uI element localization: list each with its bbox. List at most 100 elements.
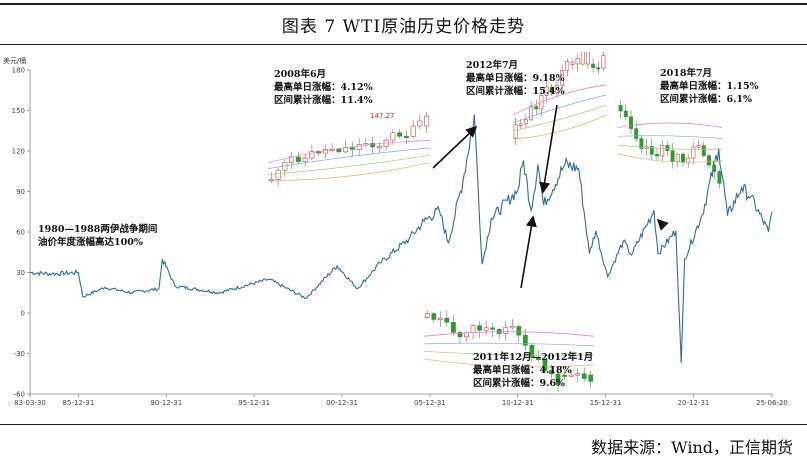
- moving-average-line: [512, 94, 607, 124]
- candle-body: [490, 327, 496, 330]
- candle-body: [483, 327, 489, 331]
- candle-body: [295, 156, 301, 162]
- arrow-2018: [656, 218, 669, 231]
- x-tick-label: 25-06-20: [756, 399, 788, 407]
- x-tick-label: 10-12-31: [502, 399, 534, 407]
- y-tick-label: -60: [14, 391, 25, 399]
- x-tick-label: 00-12-31: [326, 399, 358, 407]
- candle-body: [570, 62, 575, 65]
- candle-body: [601, 55, 606, 69]
- candle-body: [544, 86, 549, 96]
- x-tick-label: 05-12-31: [414, 399, 446, 407]
- inset-2018: [617, 100, 723, 189]
- candle-body: [542, 359, 548, 371]
- price-line: [29, 114, 773, 363]
- candle-body: [336, 148, 342, 153]
- candle-body: [675, 153, 680, 162]
- annotation-line: 1980—1988两伊战争期间: [38, 223, 157, 235]
- candle-body: [302, 157, 308, 162]
- candle-body: [534, 106, 539, 110]
- annotation-line: 最高单日涨幅：4.12%: [274, 81, 373, 93]
- moving-average-line: [267, 154, 431, 175]
- candle-body: [549, 370, 554, 375]
- annotation-line: 区间累计涨幅：9.6%: [473, 377, 565, 389]
- candle-body: [575, 58, 580, 65]
- annotation-line: 2011年12月—2012年1月: [473, 351, 593, 363]
- candle-body: [410, 125, 416, 137]
- candle-body: [424, 115, 430, 127]
- candle-body: [309, 151, 315, 159]
- y-tick-label: -30: [14, 350, 25, 358]
- candle-body: [629, 116, 633, 129]
- annotation-line: 区间累计涨幅：15.4%: [466, 85, 565, 97]
- candle-body: [712, 164, 717, 172]
- annotation-line: 最高单日涨幅：1.15%: [660, 80, 759, 92]
- arrow-2011-2012: [520, 215, 537, 289]
- candle-body: [670, 150, 675, 162]
- candle-body: [516, 326, 522, 336]
- annotation-line: 区间累计涨幅：6.1%: [660, 93, 752, 105]
- y-tick-label: 90: [16, 188, 25, 196]
- candle-body: [444, 317, 450, 323]
- moving-average-line: [512, 104, 607, 132]
- candle-body: [431, 313, 437, 320]
- arrows: [432, 104, 669, 289]
- candle-body: [503, 326, 509, 334]
- source-note: 数据来源：Wind，正信期货: [591, 438, 793, 457]
- candle-body: [580, 52, 585, 65]
- candle-body: [618, 105, 623, 112]
- figure-title: 图表 7 WTI原油历史价格走势: [281, 17, 526, 37]
- candle-body: [349, 147, 355, 150]
- candle-body: [529, 106, 534, 121]
- inset-2008: [267, 111, 431, 186]
- annotation-line: 2008年6月: [274, 68, 326, 80]
- moving-average-line: [617, 122, 723, 128]
- moving-average-line: [267, 147, 431, 169]
- candle-body: [634, 128, 639, 139]
- candle-body: [717, 171, 722, 184]
- x-tick-label: 95-12-31: [238, 399, 270, 407]
- arrow-2008: [432, 125, 478, 169]
- inset-2011-2012: [423, 310, 595, 392]
- candle-body: [568, 374, 574, 377]
- moving-average-line: [423, 342, 595, 347]
- x-tick-label: 20-12-31: [678, 399, 710, 407]
- x-tick-label: 15-12-31: [590, 399, 622, 407]
- x-axis: 83-03-30 85-12-31 90-12-31 95-12-31 00-12-31…: [14, 393, 788, 407]
- annotation-line: 2018年7月: [660, 67, 712, 79]
- candle-body: [686, 157, 691, 163]
- arrow-2012-07: [538, 104, 558, 194]
- moving-average-line: [423, 358, 595, 368]
- moving-average-line: [423, 351, 595, 356]
- moving-average-line: [423, 331, 595, 337]
- y-tick-label: 60: [16, 229, 25, 237]
- candle-body: [513, 124, 518, 139]
- wti-price-chart: 美元/桶 -60 -30 0 30 60 90 120 150 180 83-03-30 85-12…: [3, 52, 788, 407]
- annotation-line: 2012年7月: [466, 59, 518, 71]
- x-tick-label: 83-03-30: [14, 399, 46, 407]
- candle-body: [376, 146, 382, 149]
- candle-body: [343, 147, 349, 153]
- candle-body: [518, 123, 523, 126]
- candlestick-insets: [267, 52, 723, 392]
- candle-body: [356, 144, 362, 150]
- moving-average-line: [617, 144, 723, 150]
- annotation-line: 区间累计涨幅：11.4%: [274, 94, 373, 106]
- candle-body: [588, 374, 594, 382]
- y-tick-label: 0: [21, 310, 25, 318]
- candle-body: [470, 325, 476, 333]
- candle-body: [660, 145, 665, 157]
- annotation-line: 最高单日涨幅：4.18%: [473, 364, 572, 376]
- peak-label: 147.27: [370, 112, 395, 120]
- candle-body: [560, 69, 565, 86]
- candle-body: [275, 169, 281, 180]
- moving-average-line: [512, 114, 607, 140]
- moving-average-line: [267, 162, 431, 181]
- candle-body: [522, 334, 528, 346]
- candle-body: [536, 357, 541, 361]
- title-rule: [0, 44, 807, 45]
